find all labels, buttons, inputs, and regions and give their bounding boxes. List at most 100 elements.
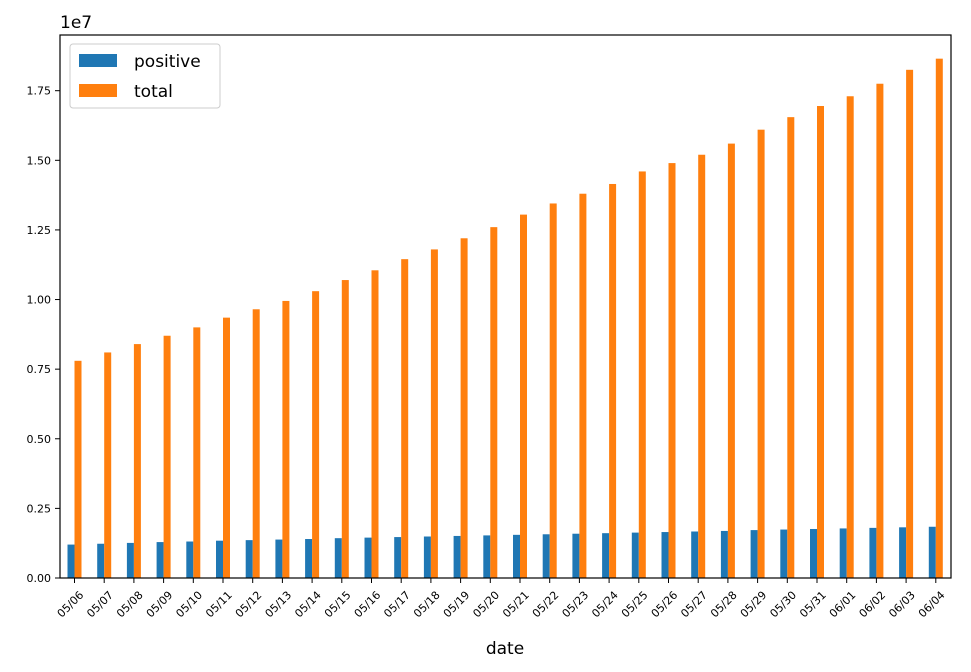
x-tick-label: 05/24: [589, 589, 621, 621]
bar-total-05-21: [520, 214, 527, 579]
bar-total-05-30: [787, 117, 795, 579]
legend-label-positive: positive: [134, 52, 201, 72]
y-tick-label: 0.00: [27, 572, 52, 585]
bar-positive-05-23: [572, 533, 580, 578]
bar-positive-05-20: [483, 535, 491, 578]
bar-total-05-10: [193, 327, 201, 578]
x-tick-label: 05/25: [619, 589, 651, 621]
y-tick-label: 1.75: [27, 85, 52, 98]
legend: positive total: [69, 43, 221, 109]
bar-total-05-24: [609, 183, 617, 579]
bar-positive-05-09: [156, 542, 164, 578]
bar-total-05-15: [341, 280, 349, 578]
bar-total-05-25: [638, 171, 646, 578]
x-tick-label: 06/04: [916, 589, 948, 621]
bars-group: [67, 58, 943, 579]
bar-positive-05-28: [720, 530, 728, 578]
y-tick-label: 0.25: [27, 502, 52, 515]
x-tick-label: 06/03: [886, 589, 918, 621]
x-tick-label: 05/06: [55, 589, 87, 621]
x-axis-title: date: [486, 639, 524, 659]
bar-total-05-07: [104, 352, 112, 578]
x-tick-label: 05/23: [560, 589, 592, 621]
x-tick-label: 05/14: [292, 589, 324, 621]
bar-positive-05-12: [245, 540, 253, 578]
bar-positive-06-02: [869, 527, 877, 578]
bar-positive-05-24: [602, 533, 610, 578]
bar-total-06-01: [846, 96, 854, 578]
bar-total-05-22: [549, 203, 557, 578]
x-tick-label: 05/20: [470, 589, 502, 621]
bar-positive-05-10: [186, 541, 194, 578]
bar-total-05-16: [371, 270, 379, 578]
bar-positive-05-13: [275, 539, 283, 578]
bar-total-05-11: [223, 317, 230, 578]
bar-total-05-20: [490, 227, 498, 578]
bar-positive-05-18: [423, 536, 431, 578]
x-tick-label: 05/17: [381, 589, 413, 621]
bar-positive-05-16: [364, 537, 372, 578]
legend-swatch-total: [79, 84, 117, 97]
bar-total-05-31: [817, 106, 824, 578]
bar-total-05-12: [252, 309, 260, 578]
bar-total-05-18: [430, 249, 438, 579]
x-tick-label: 05/07: [84, 589, 116, 621]
x-tick-label: 05/27: [678, 589, 710, 621]
x-tick-label: 05/18: [411, 589, 443, 621]
y-tick-label: 1.00: [27, 294, 52, 307]
bar-total-05-17: [401, 259, 409, 578]
bar-positive-05-31: [810, 528, 817, 578]
bar-positive-05-15: [334, 538, 342, 578]
y-tick-label: 1.50: [27, 154, 52, 167]
bar-positive-05-11: [216, 540, 223, 578]
bar-total-05-28: [727, 143, 735, 578]
bar-positive-05-14: [305, 539, 313, 578]
bar-total-05-23: [579, 193, 587, 578]
x-tick-label: 05/29: [738, 589, 770, 621]
bar-total-05-19: [460, 238, 468, 578]
legend-label-total: total: [134, 82, 173, 102]
bar-positive-06-03: [899, 527, 907, 578]
bar-positive-05-29: [750, 530, 758, 578]
bar-positive-05-08: [126, 542, 134, 578]
y-tick-label: 0.50: [27, 433, 52, 446]
legend-swatch-positive: [79, 54, 117, 67]
bar-positive-05-17: [394, 537, 402, 578]
bar-positive-05-26: [661, 532, 669, 578]
bar-positive-05-30: [780, 529, 788, 578]
x-tick-label: 05/10: [173, 589, 205, 621]
x-tick-label: 06/01: [827, 589, 859, 621]
bar-positive-05-27: [691, 531, 699, 578]
x-tick-label: 05/26: [649, 589, 681, 621]
x-tick-label: 05/19: [441, 589, 473, 621]
bar-total-06-04: [935, 58, 943, 579]
bar-total-06-02: [876, 83, 884, 578]
bar-total-05-26: [668, 163, 676, 578]
x-tick-label: 05/12: [233, 589, 265, 621]
bar-positive-05-06: [67, 544, 75, 578]
bar-positive-05-07: [97, 543, 105, 578]
bar-total-05-08: [133, 344, 141, 578]
x-tick-label: 05/28: [708, 589, 740, 621]
x-tick-label: 05/22: [530, 589, 562, 621]
x-tick-label: 05/31: [797, 589, 829, 621]
bar-total-05-29: [757, 129, 765, 578]
y-tick-label: 1.25: [27, 224, 52, 237]
x-tick-label: 05/11: [203, 589, 235, 621]
bar-total-05-13: [282, 300, 290, 578]
x-tick-label: 05/09: [144, 589, 176, 621]
x-tick-label: 06/02: [857, 589, 889, 621]
x-tick-label: 05/21: [500, 589, 532, 621]
x-axis-ticks: 05/0605/0705/0805/0905/1005/1105/1205/13…: [55, 578, 948, 620]
bar-positive-05-25: [631, 532, 639, 578]
bar-total-05-27: [698, 154, 706, 579]
bar-positive-05-22: [542, 534, 550, 578]
y-axis-ticks: 0.00 0.25 0.50 0.75 1.00 1.25 1.50 1.75: [27, 85, 60, 585]
bar-positive-05-19: [453, 535, 461, 578]
plot-frame: [59, 34, 952, 579]
bar-positive-06-01: [839, 528, 847, 578]
bar-total-06-03: [906, 69, 914, 578]
bar-positive-06-04: [928, 526, 936, 578]
x-tick-label: 05/08: [114, 589, 146, 621]
